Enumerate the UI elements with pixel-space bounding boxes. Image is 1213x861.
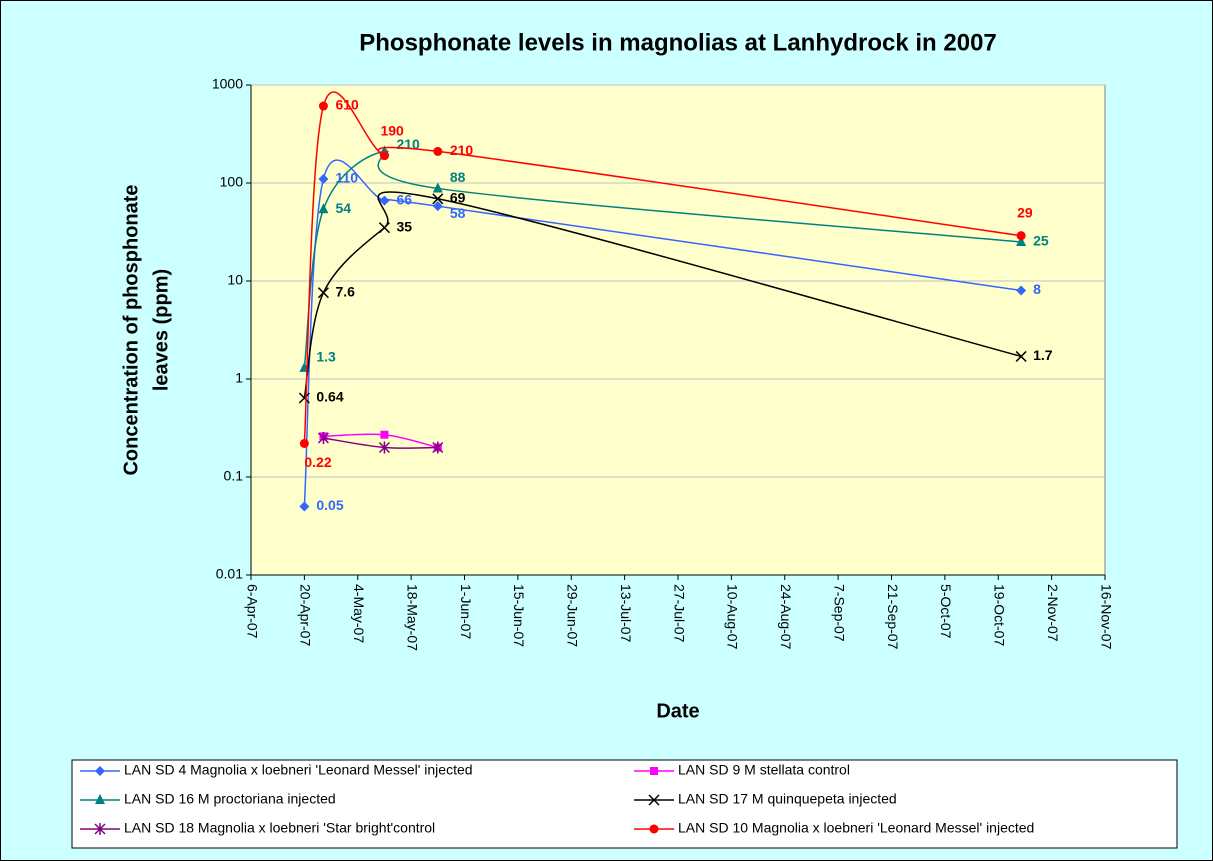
marker: [95, 794, 105, 804]
y-tick-label: 1000: [212, 76, 243, 92]
data-label: 54: [335, 200, 351, 216]
marker: [379, 151, 389, 161]
data-label: 0.05: [316, 497, 343, 513]
series-line: [303, 150, 1022, 368]
data-label: 0.64: [316, 389, 343, 405]
x-tick-label: 27-Jul-07: [671, 584, 687, 643]
data-label: 69: [450, 189, 466, 205]
data-label: 66: [396, 191, 412, 207]
marker: [299, 438, 309, 448]
x-tick-label: 1-Jun-07: [458, 584, 474, 639]
data-label: 110: [335, 170, 358, 186]
data-label: 7.6: [335, 283, 355, 299]
marker: [317, 287, 329, 299]
data-label: 25: [1033, 233, 1049, 249]
x-tick-label: 16-Nov-07: [1098, 584, 1114, 650]
legend-label: LAN SD 4 Magnolia x loebneri 'Leonard Me…: [124, 762, 473, 778]
data-label: 0.22: [304, 454, 331, 470]
legend-box: [71, 759, 1178, 849]
x-tick-label: 6-Apr-07: [244, 584, 260, 639]
y-tick-label: 1: [235, 370, 243, 386]
series-line: [303, 191, 1022, 399]
y-axis-title-line: leaves (ppm): [150, 269, 172, 391]
marker: [432, 201, 443, 212]
x-tick-label: 4-May-07: [351, 584, 367, 643]
marker: [648, 794, 660, 806]
marker: [318, 101, 328, 111]
y-tick-label: 100: [220, 174, 244, 190]
x-tick-label: 29-Jun-07: [565, 584, 581, 647]
y-axis-title-line: Concentration of phosphonate: [120, 184, 142, 475]
data-label: 1.7: [1033, 347, 1053, 363]
data-label: 210: [450, 142, 474, 158]
legend-label: LAN SD 10 Magnolia x loebneri 'Leonard M…: [678, 820, 1034, 836]
data-label: 8: [1033, 281, 1041, 297]
marker: [432, 193, 444, 205]
x-tick-label: 20-Apr-07: [298, 584, 314, 646]
data-label: 29: [1017, 204, 1033, 220]
legend-label: LAN SD 17 M quinquepeta injected: [678, 791, 897, 807]
marker: [433, 146, 443, 156]
marker: [299, 501, 310, 512]
x-tick-label: 10-Aug-07: [725, 584, 741, 650]
marker: [380, 430, 389, 439]
data-label: 610: [335, 97, 359, 113]
x-tick-label: 5-Oct-07: [938, 584, 954, 639]
y-tick-label: 0.01: [216, 566, 243, 582]
y-tick-label: 0.1: [224, 468, 244, 484]
x-tick-label: 13-Jul-07: [618, 584, 634, 643]
data-label: 35: [396, 218, 412, 234]
marker: [650, 767, 658, 775]
marker: [649, 824, 659, 834]
data-label: 88: [450, 169, 466, 185]
data-label: 190: [380, 122, 404, 138]
marker: [1016, 231, 1026, 241]
x-tick-label: 7-Sep-07: [831, 584, 847, 642]
x-tick-label: 24-Aug-07: [778, 584, 794, 650]
marker: [1016, 236, 1027, 247]
marker: [318, 173, 329, 184]
marker: [317, 432, 329, 445]
x-tick-label: 15-Jun-07: [511, 584, 527, 647]
marker: [378, 441, 390, 454]
legend-label: LAN SD 9 M stellata control: [678, 762, 850, 778]
y-axis-title: Concentration of phosphonate leaves (ppm…: [120, 184, 172, 475]
x-tick-label: 19-Oct-07: [992, 584, 1008, 646]
marker: [432, 182, 443, 193]
data-label: 58: [450, 205, 466, 221]
x-tick-label: 2-Nov-07: [1045, 584, 1061, 642]
plot-area: [250, 84, 1106, 576]
legend-label: LAN SD 16 M proctoriana injected: [124, 791, 336, 807]
marker: [94, 823, 106, 835]
marker: [95, 766, 105, 776]
marker: [1015, 350, 1027, 362]
marker: [432, 441, 444, 454]
y-tick-label: 10: [227, 272, 243, 288]
x-tick-label: 18-May-07: [404, 584, 420, 651]
x-tick-label: 21-Sep-07: [885, 584, 901, 650]
data-label: 1.3: [316, 349, 336, 365]
marker: [298, 392, 310, 404]
x-axis-title: Date: [656, 700, 699, 722]
marker: [379, 195, 390, 206]
legend-label: LAN SD 18 Magnolia x loebneri 'Star brig…: [124, 820, 435, 836]
marker: [378, 222, 390, 234]
marker: [1016, 285, 1027, 296]
chart-title: Phosphonate levels in magnolias at Lanhy…: [359, 29, 997, 56]
marker: [318, 203, 329, 214]
